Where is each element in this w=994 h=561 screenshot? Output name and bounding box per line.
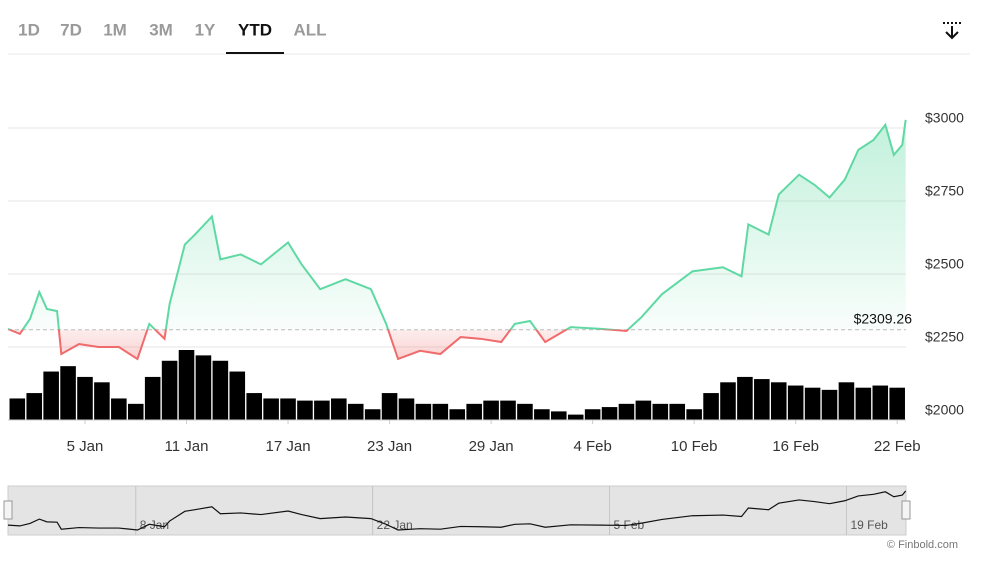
volume-bar bbox=[297, 400, 313, 420]
navigator-handle[interactable] bbox=[3, 500, 13, 520]
x-tick-label: 17 Jan bbox=[266, 438, 311, 455]
navigator-tick-label: 22 Jan bbox=[377, 518, 413, 532]
volume-bar bbox=[60, 366, 76, 420]
range-tab[interactable]: 3M bbox=[149, 20, 173, 39]
volume-bar bbox=[737, 376, 753, 420]
y-tick-label: $2500 bbox=[925, 256, 964, 272]
volume-bar bbox=[787, 385, 804, 420]
volume-bar bbox=[347, 403, 364, 420]
volume-bar bbox=[111, 398, 127, 420]
volume-bar bbox=[9, 398, 26, 420]
x-tick-label: 11 Jan bbox=[165, 438, 209, 455]
volume-bar bbox=[855, 387, 872, 420]
download-icon[interactable] bbox=[943, 22, 961, 40]
x-tick-label: 23 Jan bbox=[367, 438, 412, 455]
volume-bar bbox=[398, 398, 415, 420]
volume-bar bbox=[770, 382, 787, 420]
volume-bar bbox=[280, 398, 296, 420]
volume-bar bbox=[652, 403, 669, 420]
price-area bbox=[8, 119, 906, 359]
volume-bar bbox=[754, 379, 770, 420]
volume-bar bbox=[669, 403, 686, 420]
range-tab[interactable]: 7D bbox=[60, 20, 82, 39]
volume-bar bbox=[838, 382, 855, 420]
volume-bar bbox=[314, 400, 330, 420]
y-tick-label: $3000 bbox=[925, 110, 964, 126]
volume-bar bbox=[534, 409, 550, 420]
volume-bar bbox=[635, 400, 652, 420]
volume-bar bbox=[550, 411, 567, 420]
volume-bar bbox=[195, 355, 212, 420]
navigator-tick-label: 19 Feb bbox=[850, 518, 888, 532]
volume-bar bbox=[720, 382, 736, 420]
baseline-label: $2309.26 bbox=[854, 310, 913, 326]
volume-bar bbox=[466, 403, 482, 420]
volume-bar bbox=[364, 409, 381, 420]
volume-bar bbox=[26, 393, 43, 420]
volume-bar bbox=[161, 360, 178, 420]
volume-bar bbox=[821, 389, 838, 420]
volume-bar bbox=[178, 350, 195, 420]
navigator-handle[interactable] bbox=[901, 500, 911, 520]
x-tick-label: 29 Jan bbox=[469, 438, 514, 455]
volume-bar bbox=[144, 376, 161, 420]
volume-bar bbox=[686, 409, 702, 420]
x-tick-label: 10 Feb bbox=[671, 438, 718, 455]
volume-bar bbox=[618, 403, 635, 420]
range-tab[interactable]: 1Y bbox=[195, 20, 216, 39]
volume-bar bbox=[889, 387, 905, 420]
y-tick-label: $2750 bbox=[925, 183, 964, 199]
volume-bar bbox=[500, 400, 516, 420]
volume-bar bbox=[483, 400, 499, 420]
x-tick-label: 22 Feb bbox=[874, 438, 921, 455]
credit: © Finbold.com bbox=[887, 539, 958, 551]
volume-bar bbox=[229, 371, 246, 420]
volume-bar bbox=[584, 409, 601, 420]
volume-bar bbox=[601, 407, 618, 420]
volume-bar bbox=[77, 376, 93, 420]
volume-bar bbox=[381, 393, 398, 420]
volume-bar bbox=[432, 403, 449, 420]
x-tick-label: 4 Feb bbox=[573, 438, 611, 455]
y-tick-label: $2250 bbox=[925, 329, 964, 345]
range-tab[interactable]: 1M bbox=[103, 20, 127, 39]
volume-bar bbox=[703, 393, 719, 420]
volume-bar bbox=[127, 403, 144, 420]
volume-bar bbox=[872, 385, 889, 420]
volume-bar bbox=[212, 360, 229, 420]
price-line bbox=[7, 119, 907, 361]
volume-bar bbox=[415, 403, 432, 420]
navigator-line bbox=[7, 490, 907, 531]
y-tick-label: $2000 bbox=[925, 402, 964, 418]
volume-bar bbox=[246, 393, 262, 420]
volume-bar bbox=[263, 398, 279, 420]
volume-bar bbox=[43, 371, 59, 420]
volume-bar bbox=[567, 414, 584, 420]
x-tick-label: 16 Feb bbox=[772, 438, 819, 455]
volume-bar bbox=[94, 382, 110, 420]
volume-bar bbox=[449, 409, 466, 420]
range-tab[interactable]: 1D bbox=[18, 20, 40, 39]
range-tab[interactable]: ALL bbox=[293, 20, 326, 39]
volume-bar bbox=[331, 398, 347, 420]
range-tab[interactable]: YTD bbox=[238, 20, 272, 39]
volume-bar bbox=[804, 387, 821, 420]
volume-bar bbox=[517, 403, 533, 420]
x-tick-label: 5 Jan bbox=[67, 438, 104, 455]
